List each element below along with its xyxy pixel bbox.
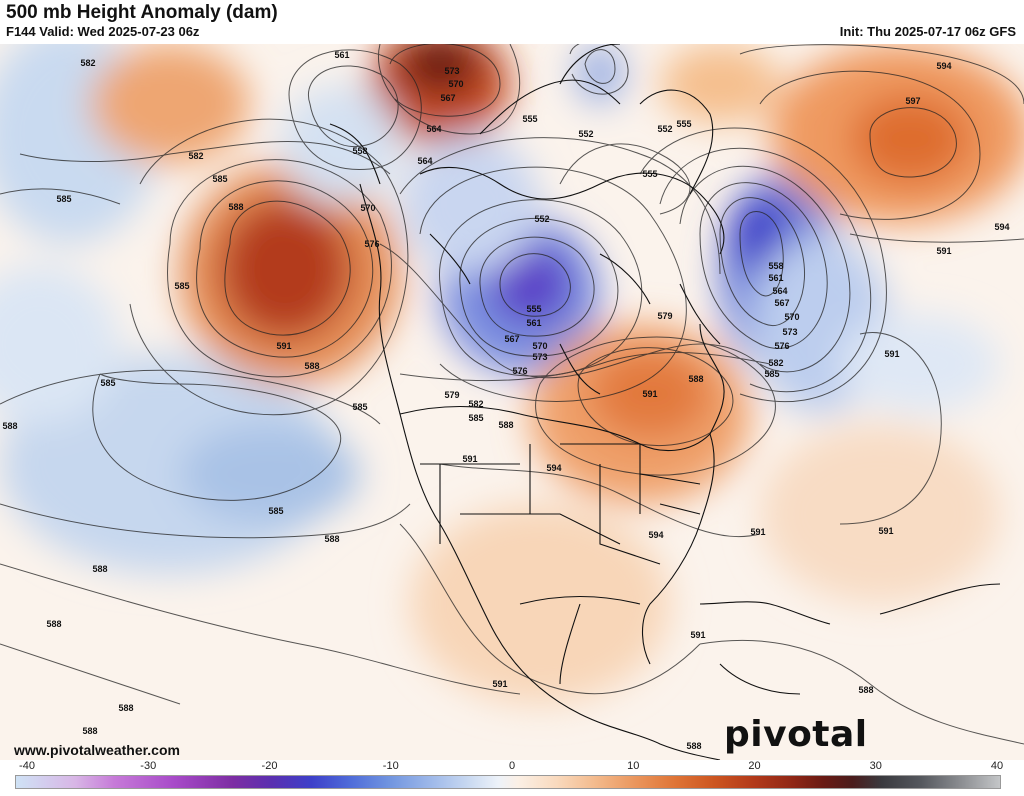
contour-label: 579 [657,311,672,321]
contour-label: 585 [268,506,283,516]
contour-label: 582 [768,358,783,368]
contour-label: 585 [56,194,71,204]
colorbar-tick-label: 30 [869,760,882,772]
contour-label: 588 [92,564,107,574]
contour-label: 555 [526,304,541,314]
contour-label: 588 [688,374,703,384]
contour-label: 582 [468,399,483,409]
contour-label: 588 [46,619,61,629]
contour-label: 591 [690,630,705,640]
contour-label: 570 [360,203,375,213]
website-credit: www.pivotalweather.com [14,742,180,758]
contour-label: 591 [276,341,291,351]
init-time: Init: Thu 2025-07-17 06z GFS [839,24,1016,39]
contour-label: 588 [2,421,17,431]
contour-label: 564 [417,156,432,166]
contour-label: 588 [324,534,339,544]
contour-label: 561 [768,273,783,283]
contour-label: 561 [526,318,541,328]
colorbar-tick-label: 40 [990,760,1004,772]
map-title: 500 mb Height Anomaly (dam) [6,2,278,23]
map-header: 500 mb Height Anomaly (dam) F144 Valid: … [0,0,1024,44]
colorbar-tick-label: 20 [748,760,761,772]
valid-time: F144 Valid: Wed 2025-07-23 06z [6,24,200,39]
contour-label: 585 [212,174,227,184]
contour-label: 555 [642,169,657,179]
contour-label: 585 [174,281,189,291]
contour-label: 594 [648,530,663,540]
colorbar-tick-label: 10 [627,760,640,772]
colorbar-gradient [15,775,1001,789]
contour-label: 591 [884,349,899,359]
contour-label: 597 [905,96,920,106]
contour-label: 576 [512,366,527,376]
contour-label: 573 [782,327,797,337]
contour-label: 594 [546,463,561,473]
contour-label: 552 [657,124,672,134]
contour-label: 579 [444,390,459,400]
contour-label: 588 [228,202,243,212]
contour-label: 588 [304,361,319,371]
contour-label: 588 [82,726,97,736]
contour-label: 591 [936,246,951,256]
contour-label: 591 [462,454,477,464]
contour-label: 591 [492,679,507,689]
anomaly-shading [0,44,1024,704]
contour-label: 573 [532,352,547,362]
contour-label: 570 [532,341,547,351]
colorbar: -40 -30 -20 -10 0 10 20 30 40 [0,760,1024,791]
contour-label: 576 [774,341,789,351]
contour-label: 588 [686,741,701,751]
contour-label: 558 [768,261,783,271]
contour-label: 588 [118,703,133,713]
colorbar-tick-label: -10 [382,760,399,772]
height-contours [0,44,1024,745]
contour-label: 594 [936,61,951,71]
contour-label: 591 [642,389,657,399]
contour-label: 567 [774,298,789,308]
contour-label: 567 [504,334,519,344]
coastlines [329,44,1001,760]
contour-label: 582 [80,58,95,68]
contour-label: 564 [426,124,441,134]
contour-label: 552 [534,214,549,224]
contour-label: 561 [334,50,349,60]
contour-label: 555 [676,119,691,129]
contour-label: 582 [188,151,203,161]
contour-label: 552 [578,129,593,139]
contour-label: 570 [784,312,799,322]
contour-label: 564 [772,286,787,296]
colorbar-tick-label: -30 [140,760,157,772]
anomaly-map[interactable]: 582 561 573 570 567 564 558 564 555 552 552 555 555 5… [0,44,1024,760]
contour-label: 570 [448,79,463,89]
contour-label: 588 [858,685,873,695]
contour-label: 555 [522,114,537,124]
contour-label: 585 [352,402,367,412]
contour-label: 573 [444,66,459,76]
contour-label: 585 [100,378,115,388]
contour-label: 591 [878,526,893,536]
contour-label: 594 [994,222,1009,232]
contour-label: 567 [440,93,455,103]
colorbar-tick-label: 0 [508,760,516,772]
contour-label: 585 [468,413,483,423]
colorbar-tick-label: -40 [19,760,35,772]
contour-label: 576 [364,239,379,249]
contour-label: 585 [764,369,779,379]
contour-label: 558 [352,146,367,156]
contour-label: 591 [750,527,765,537]
colorbar-tick-label: -20 [261,760,278,772]
contour-label: 588 [498,420,513,430]
